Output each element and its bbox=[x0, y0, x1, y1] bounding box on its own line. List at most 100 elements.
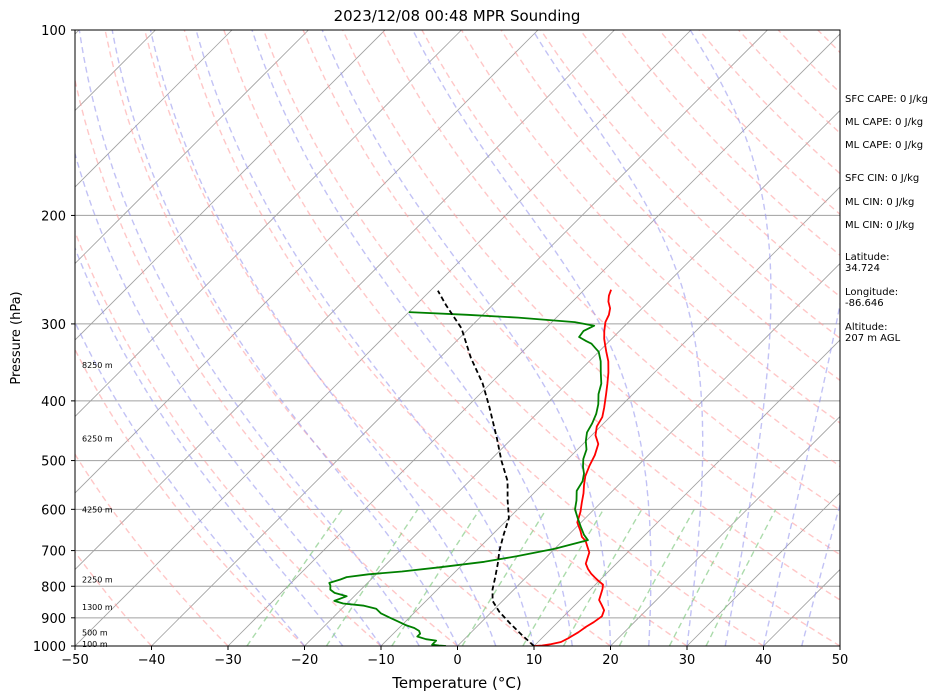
annotation-text: Latitude: bbox=[845, 252, 890, 263]
y-tick-label: 800 bbox=[41, 580, 66, 595]
mixing-ratio-line bbox=[668, 508, 742, 646]
dry-adiabat bbox=[75, 348, 305, 646]
axes: −50 −40 −30 −20 −10 0 10 20 30 40 50 100 200 300 400 50… bbox=[33, 24, 848, 668]
isotherm bbox=[457, 262, 840, 646]
dry-adiabat bbox=[579, 30, 840, 298]
isotherm bbox=[75, 30, 615, 571]
isotherm bbox=[227, 33, 840, 646]
annotation-text: Longitude: bbox=[845, 287, 898, 298]
annotation-text: ML CIN: 0 J/kg bbox=[845, 197, 914, 208]
annotation-panel: SFC CAPE: 0 J/kg ML CAPE: 0 J/kg ML CAPE: … bbox=[845, 94, 928, 344]
mixing-ratio-line bbox=[325, 508, 419, 646]
x-tick-label: −50 bbox=[61, 653, 88, 668]
height-label: 500 m bbox=[82, 628, 108, 637]
dry-adiabat bbox=[183, 30, 688, 646]
x-tick-label: 40 bbox=[755, 653, 772, 668]
moist-adiabat bbox=[111, 30, 459, 646]
dry-adiabat bbox=[223, 30, 764, 646]
annotation-text: 34.724 bbox=[845, 263, 880, 274]
y-tick-label: 200 bbox=[41, 209, 66, 224]
x-tick-label: 50 bbox=[832, 653, 849, 668]
isotherm bbox=[686, 492, 840, 646]
isotherm bbox=[75, 30, 309, 265]
dry-adiabat bbox=[104, 30, 535, 646]
mixing-ratio-line bbox=[391, 508, 481, 646]
mixing-ratio-line bbox=[618, 508, 695, 646]
y-axis-label: Pressure (hPa) bbox=[9, 291, 24, 384]
y-tick-label: 1000 bbox=[33, 640, 66, 655]
height-label: 1300 m bbox=[82, 603, 113, 612]
y-tick-label: 900 bbox=[41, 612, 66, 627]
isotherm bbox=[75, 30, 462, 418]
moist-adiabat bbox=[689, 30, 772, 646]
height-label: 6250 m bbox=[82, 434, 113, 443]
x-axis-label: Temperature (°C) bbox=[391, 674, 521, 692]
series-lines bbox=[328, 289, 612, 646]
annotation-text: ML CAPE: 0 J/kg bbox=[845, 117, 923, 128]
isotherm bbox=[610, 415, 840, 646]
isotherm bbox=[533, 339, 840, 646]
x-tick-label: −30 bbox=[214, 653, 241, 668]
annotation-text: SFC CIN: 0 J/kg bbox=[845, 173, 919, 184]
moist-adiabat bbox=[321, 30, 612, 646]
isotherm bbox=[75, 30, 386, 341]
y-tick-label: 700 bbox=[41, 545, 66, 560]
annotation-text: 207 m AGL bbox=[845, 333, 901, 344]
x-tick-label: −40 bbox=[138, 653, 165, 668]
moist-adiabat bbox=[75, 151, 382, 646]
annotation-text: -86.646 bbox=[845, 298, 884, 309]
y-tick-label: 600 bbox=[41, 503, 66, 518]
moist-adiabat bbox=[412, 30, 652, 646]
height-label: 8250 m bbox=[82, 361, 113, 370]
moist-adiabat bbox=[532, 30, 704, 646]
moist-adiabat bbox=[762, 300, 840, 646]
annotation-text: ML CAPE: 0 J/kg bbox=[845, 140, 923, 151]
mixing-ratio-line bbox=[461, 508, 547, 646]
height-label: 4250 m bbox=[82, 505, 113, 514]
mixing-ratio-line bbox=[705, 508, 777, 646]
x-tick-label: 30 bbox=[679, 653, 696, 668]
mixing-ratio-line bbox=[522, 508, 605, 646]
isotherm bbox=[0, 30, 3, 646]
moist-adiabat bbox=[801, 502, 840, 646]
isotherm bbox=[380, 186, 840, 646]
isotherm bbox=[75, 30, 233, 188]
annotation-text: ML CIN: 0 J/kg bbox=[845, 220, 914, 231]
x-tick-label: 0 bbox=[453, 653, 461, 668]
background-lines bbox=[0, 30, 840, 646]
x-tick-label: 20 bbox=[602, 653, 619, 668]
moist-adiabat bbox=[251, 30, 573, 646]
y-tick-label: 400 bbox=[41, 395, 66, 410]
height-label: 2250 m bbox=[82, 576, 113, 585]
annotation-text: SFC CAPE: 0 J/kg bbox=[845, 94, 928, 105]
isotherm bbox=[75, 30, 692, 646]
dry-adiabat bbox=[75, 229, 382, 646]
isotherm bbox=[75, 30, 539, 494]
dry-adiabat bbox=[144, 30, 611, 646]
height-label: 100 m bbox=[82, 640, 108, 649]
y-tick-label: 300 bbox=[41, 318, 66, 333]
x-tick-label: −10 bbox=[367, 653, 394, 668]
dry-adiabat bbox=[262, 30, 840, 646]
mixing-ratio-line bbox=[562, 508, 643, 646]
moist-adiabat bbox=[75, 246, 344, 646]
plot-frame bbox=[74, 29, 841, 647]
dry-adiabat bbox=[75, 77, 458, 646]
mixing-ratio-line bbox=[246, 508, 343, 646]
dry-adiabat bbox=[75, 452, 229, 646]
temperature-profile bbox=[533, 289, 612, 646]
annotation-text: Altitude: bbox=[845, 322, 887, 333]
y-tick-label: 100 bbox=[41, 24, 66, 39]
x-tick-label: 10 bbox=[526, 653, 543, 668]
moist-adiabat bbox=[195, 30, 535, 646]
chart-title: 2023/12/08 00:48 MPR Sounding bbox=[334, 7, 581, 25]
x-tick-label: −20 bbox=[291, 653, 318, 668]
parcel-profile bbox=[437, 290, 535, 646]
isotherm bbox=[151, 30, 768, 646]
moist-adiabat bbox=[78, 30, 420, 646]
isotherm bbox=[304, 109, 840, 646]
moist-adiabat bbox=[149, 30, 497, 646]
dewpoint-profile bbox=[328, 311, 603, 646]
y-tick-label: 500 bbox=[41, 455, 66, 470]
